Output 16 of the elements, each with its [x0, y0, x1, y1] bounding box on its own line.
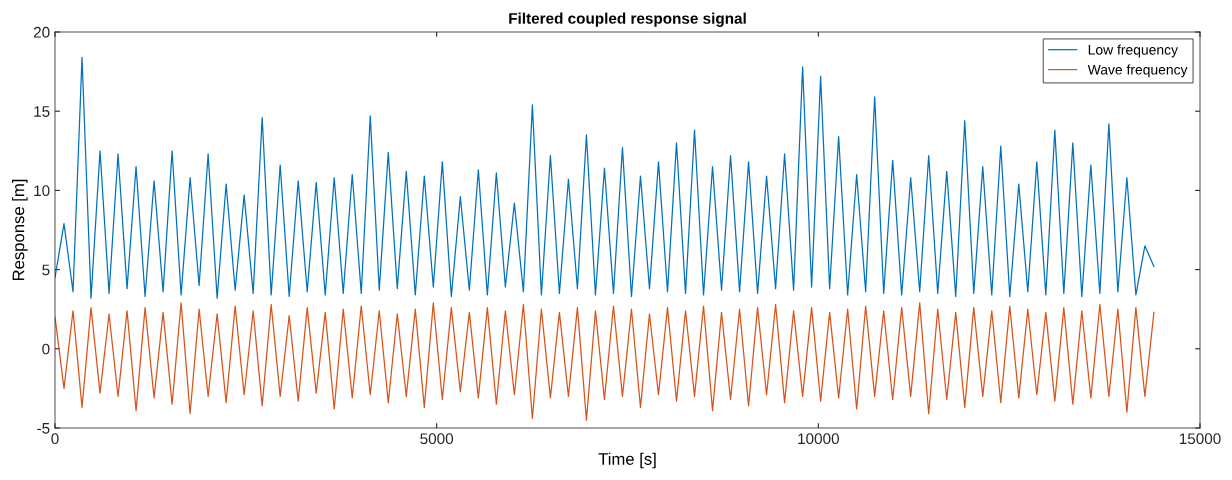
x-tick-label: 5000 — [420, 433, 454, 445]
x-tick-label: 10000 — [798, 433, 839, 445]
y-tick-label: 10 — [34, 185, 50, 197]
y-tick-label: 5 — [42, 264, 50, 276]
x-tick-label: 0 — [51, 433, 59, 445]
y-tick-label: 20 — [33, 26, 50, 38]
y-tick-label: -5 — [37, 423, 50, 434]
y-tick-label: 0 — [42, 343, 50, 355]
x-axis-title: Time [s] — [598, 452, 656, 469]
chart-title: Filtered coupled response signal — [509, 12, 746, 27]
legend-label: Wave frequency — [1087, 64, 1188, 78]
legend-label: Low frequency — [1088, 44, 1178, 58]
line-series — [55, 302, 1155, 421]
x-tick-label: 15000 — [1179, 433, 1221, 445]
y-axis-title: Response [m] — [12, 179, 28, 281]
y-tick-label: 15 — [34, 106, 50, 117]
